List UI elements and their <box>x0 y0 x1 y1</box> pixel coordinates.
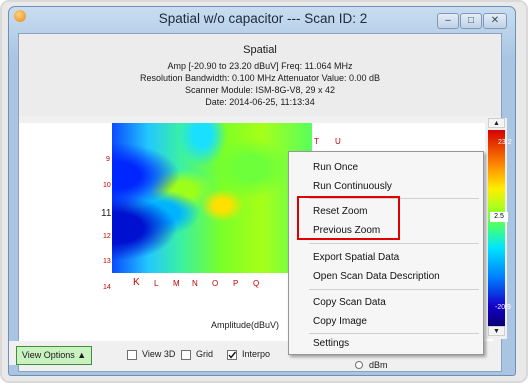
menu-item-run-once[interactable]: Run Once <box>313 162 359 173</box>
scale-max-label: 23.2 <box>498 139 512 146</box>
menu-separator <box>309 198 479 199</box>
amp-freq-line: Amp [-20.90 to 23.20 dBuV] Freq: 11.064 … <box>167 61 353 71</box>
close-button[interactable]: ✕ <box>483 13 507 29</box>
row-label: 10 <box>103 182 111 189</box>
x-axis-label: Amplitude(dBuV) <box>211 320 280 330</box>
menu-item-previous-zoom[interactable]: Previous Zoom <box>313 225 381 236</box>
menu-separator <box>309 243 479 244</box>
app-icon <box>14 10 26 22</box>
menu-item-run-continuously[interactable]: Run Continuously <box>313 181 392 192</box>
dbm-radio[interactable] <box>355 361 363 369</box>
color-scale: ▲ ▼ <box>485 118 507 339</box>
column-label: K <box>133 277 140 288</box>
heatmap-image[interactable] <box>112 123 312 273</box>
menu-item-export-spatial-data[interactable]: Export Spatial Data <box>313 252 400 263</box>
scale-down-arrow-icon[interactable]: ▼ <box>488 326 505 336</box>
module-line: Scanner Module: ISM-8G-V8, 29 x 42 <box>184 85 336 95</box>
row-label: 11 <box>101 208 112 219</box>
menu-item-open-scan-data-description[interactable]: Open Scan Data Description <box>313 271 440 282</box>
column-label: N <box>192 279 198 288</box>
view-options-button[interactable]: View Options ▲ <box>16 346 92 365</box>
interpolate-checkbox[interactable] <box>227 350 237 360</box>
row-label: 9 <box>106 156 110 163</box>
column-label: T <box>314 137 319 146</box>
dbm-label: dBm <box>369 360 388 370</box>
row-label: 13 <box>103 258 111 265</box>
plot-title: Spatial <box>243 44 277 56</box>
scale-up-arrow-icon[interactable]: ▲ <box>488 118 505 128</box>
grid-label: Grid <box>196 349 214 359</box>
menu-separator <box>309 333 479 334</box>
row-label: 14 <box>103 284 111 291</box>
scan-header: Spatial Amp [-20.90 to 23.20 dBuV] Freq:… <box>19 34 501 116</box>
column-label: U <box>335 137 341 146</box>
context-menu: Run Once Run Continuously Reset Zoom Pre… <box>288 151 484 355</box>
checkmark-icon <box>228 351 237 359</box>
highlight-box <box>297 196 400 240</box>
grid-checkbox[interactable] <box>181 350 191 360</box>
column-label: Q <box>253 279 260 288</box>
interpolate-label: Interpo <box>242 349 271 359</box>
color-scale-bar <box>488 130 505 326</box>
row-label: 12 <box>103 233 111 240</box>
menu-item-reset-zoom[interactable]: Reset Zoom <box>313 206 368 217</box>
view3d-label: View 3D <box>142 349 176 359</box>
minimize-button[interactable]: – <box>437 13 459 29</box>
column-label: P <box>233 279 239 288</box>
scale-min-label: -20.9 <box>495 304 511 311</box>
menu-item-copy-scan-data[interactable]: Copy Scan Data <box>313 297 386 308</box>
rbw-atten-line: Resolution Bandwidth: 0.100 MHz Attenuat… <box>140 73 380 83</box>
maximize-button[interactable]: □ <box>460 13 482 29</box>
view3d-checkbox[interactable] <box>127 350 137 360</box>
date-line: Date: 2014-06-25, 11:13:34 <box>205 97 315 107</box>
menu-separator <box>309 289 479 290</box>
column-label: O <box>212 279 219 288</box>
column-label: M <box>173 279 180 288</box>
column-label: L <box>154 279 159 288</box>
menu-item-settings[interactable]: Settings <box>313 338 350 349</box>
window-title: Spatial w/o capacitor --- Scan ID: 2 <box>158 11 368 26</box>
scale-mid-label: 2.5 <box>490 212 508 222</box>
menu-item-copy-image[interactable]: Copy Image <box>313 316 367 327</box>
